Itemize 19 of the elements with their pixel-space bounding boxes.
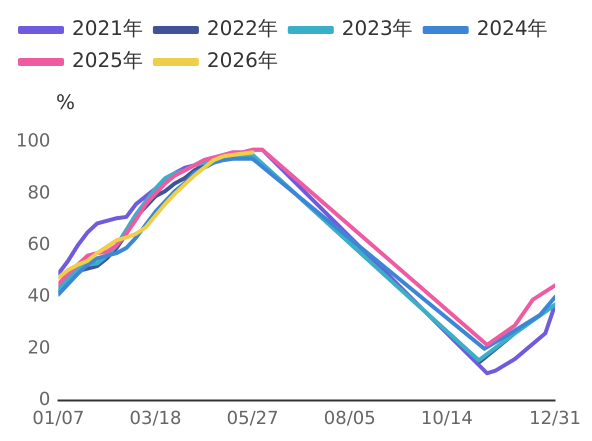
y-tick-label: 60 <box>27 234 50 256</box>
x-tick-label: 10/14 <box>420 408 473 429</box>
x-tick-label: 05/27 <box>226 408 279 429</box>
legend-label: 2022年 <box>206 16 278 40</box>
y-tick-label: 100 <box>16 130 50 152</box>
y-tick-label: 20 <box>27 337 50 358</box>
x-tick-label: 01/07 <box>32 408 84 429</box>
y-tick-label: 0 <box>38 389 50 410</box>
legend-label: 2024年 <box>476 16 548 40</box>
x-tick-label: 12/31 <box>529 408 581 429</box>
legend-label: 2026年 <box>206 48 278 72</box>
y-tick-label: 40 <box>27 286 50 307</box>
legend-label: 2021年 <box>72 16 143 40</box>
x-tick-label: 08/05 <box>324 408 376 429</box>
y-axis-title: % <box>56 90 76 114</box>
legend-label: 2023年 <box>342 16 413 40</box>
x-tick-label: 03/18 <box>130 408 182 429</box>
y-tick-label: 80 <box>27 182 50 204</box>
legend-label: 2025年 <box>72 48 143 72</box>
